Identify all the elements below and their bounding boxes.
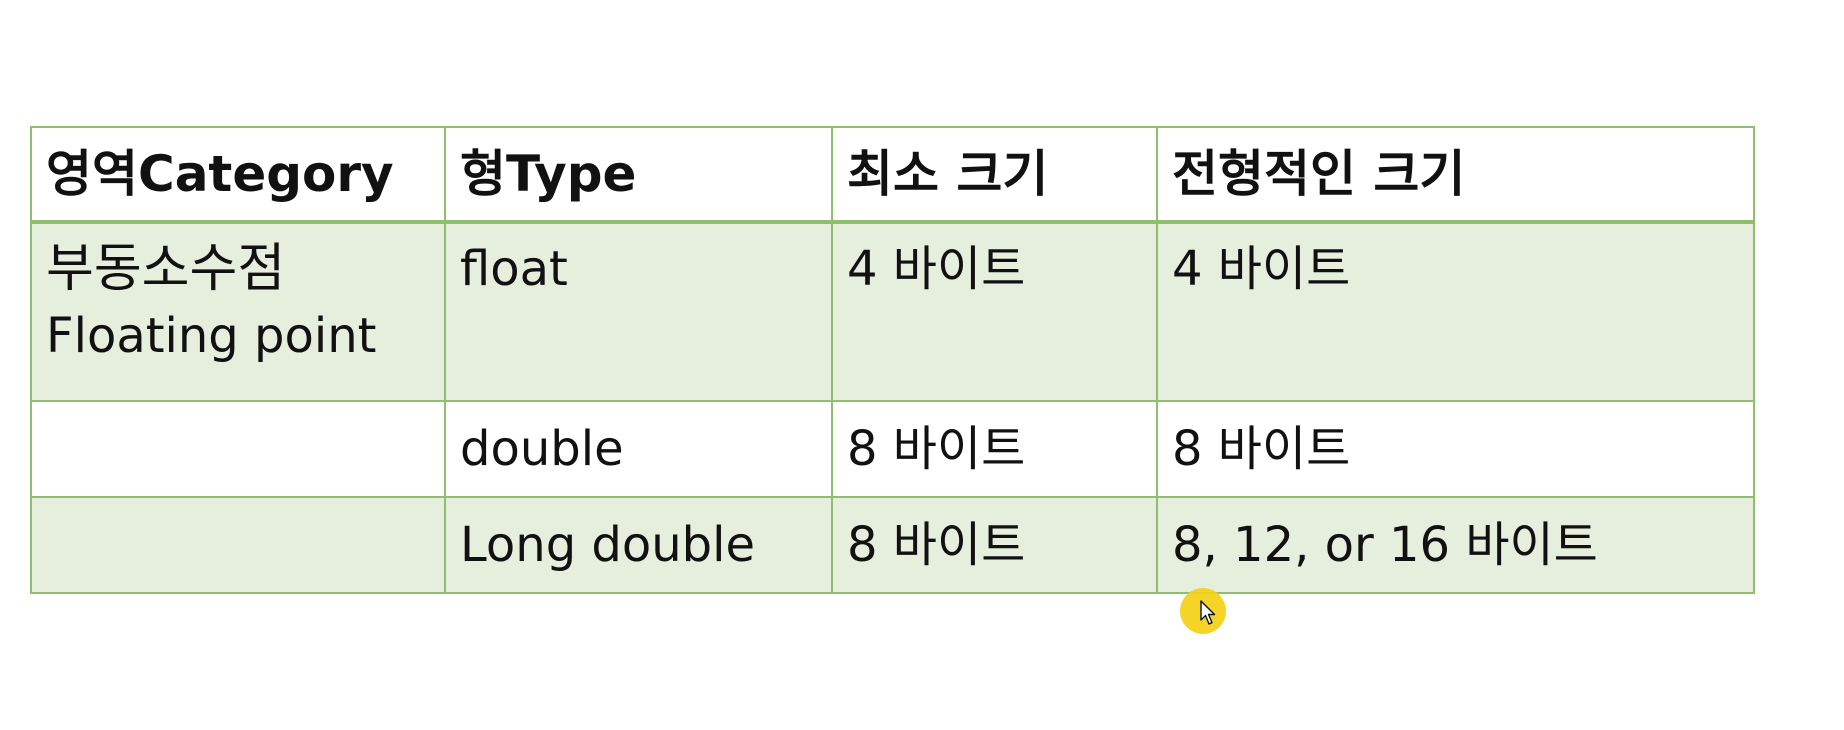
typical-size-cell: 8, 12, or 16 바이트 xyxy=(1156,496,1755,594)
header-category: 영역Category xyxy=(30,126,446,224)
header-type: 형Type xyxy=(444,126,833,224)
table-row: Long double 8 바이트 8, 12, or 16 바이트 xyxy=(30,496,1755,594)
table-header-row: 영역Category 형Type 최소 크기 전형적인 크기 xyxy=(30,126,1755,224)
category-cell xyxy=(30,400,446,498)
header-min-size: 최소 크기 xyxy=(831,126,1158,224)
category-cell: 부동소수점 Floating point xyxy=(30,221,446,402)
data-types-table: 영역Category 형Type 최소 크기 전형적인 크기 부동소수점 Flo… xyxy=(30,126,1755,594)
category-korean xyxy=(46,499,443,516)
table-row: 부동소수점 Floating point float 4 바이트 4 바이트 xyxy=(30,221,1755,402)
table-row: double 8 바이트 8 바이트 xyxy=(30,400,1755,498)
category-korean: 부동소수점 xyxy=(46,239,286,299)
type-name: double xyxy=(460,421,624,477)
header-typical-size: 전형적인 크기 xyxy=(1156,126,1755,224)
min-size-cell: 8 바이트 xyxy=(831,496,1158,594)
type-name: float xyxy=(460,241,568,297)
mouse-pointer-icon xyxy=(1200,600,1216,625)
min-size-value: 8 바이트 xyxy=(847,421,1026,477)
typical-size-cell: 8 바이트 xyxy=(1156,400,1755,498)
category-english: Floating point xyxy=(46,308,377,364)
min-size-cell: 4 바이트 xyxy=(831,221,1158,402)
type-cell: Long double xyxy=(444,496,833,594)
category-cell xyxy=(30,496,446,594)
min-size-cell: 8 바이트 xyxy=(831,400,1158,498)
type-cell: float xyxy=(444,221,833,402)
typical-size-value: 8, 12, or 16 바이트 xyxy=(1172,517,1598,573)
typical-size-value: 4 바이트 xyxy=(1172,241,1351,297)
min-size-value: 8 바이트 xyxy=(847,517,1026,573)
typical-size-cell: 4 바이트 xyxy=(1156,221,1755,402)
type-name: Long double xyxy=(460,517,756,573)
type-cell: double xyxy=(444,400,833,498)
min-size-value: 4 바이트 xyxy=(847,241,1026,297)
typical-size-value: 8 바이트 xyxy=(1172,421,1351,477)
category-korean xyxy=(46,403,443,420)
